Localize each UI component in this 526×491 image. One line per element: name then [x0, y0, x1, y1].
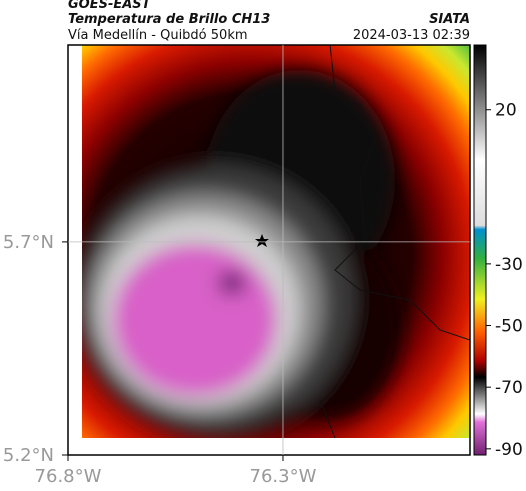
colorbar-tick-label: -50 [495, 317, 523, 337]
city-marker [255, 234, 269, 247]
colorbar [473, 44, 487, 456]
subtitle: Temperatura de Brillo CH13 [68, 12, 270, 27]
y-tick-label: 5.7°N [3, 232, 54, 253]
x-tick-label: 76.8°W [35, 466, 102, 487]
map-frame [67, 44, 471, 456]
region: Vía Medellín - Quibdó 50km [68, 28, 248, 43]
colorbar-tick-label: 20 [495, 101, 517, 121]
colorbar-tick-label: -70 [495, 378, 523, 398]
title: GOES-EAST [68, 0, 152, 12]
source: SIATA [429, 12, 470, 27]
timestamp: 2024-03-13 02:39 [353, 28, 470, 43]
colorbar-tick-label: -30 [495, 255, 523, 275]
x-tick-label: 76.3°W [250, 466, 317, 487]
colorbar-tick-label: -90 [495, 440, 523, 460]
brightness-image [82, 45, 470, 438]
y-tick-label: 5.2°N [3, 445, 54, 466]
